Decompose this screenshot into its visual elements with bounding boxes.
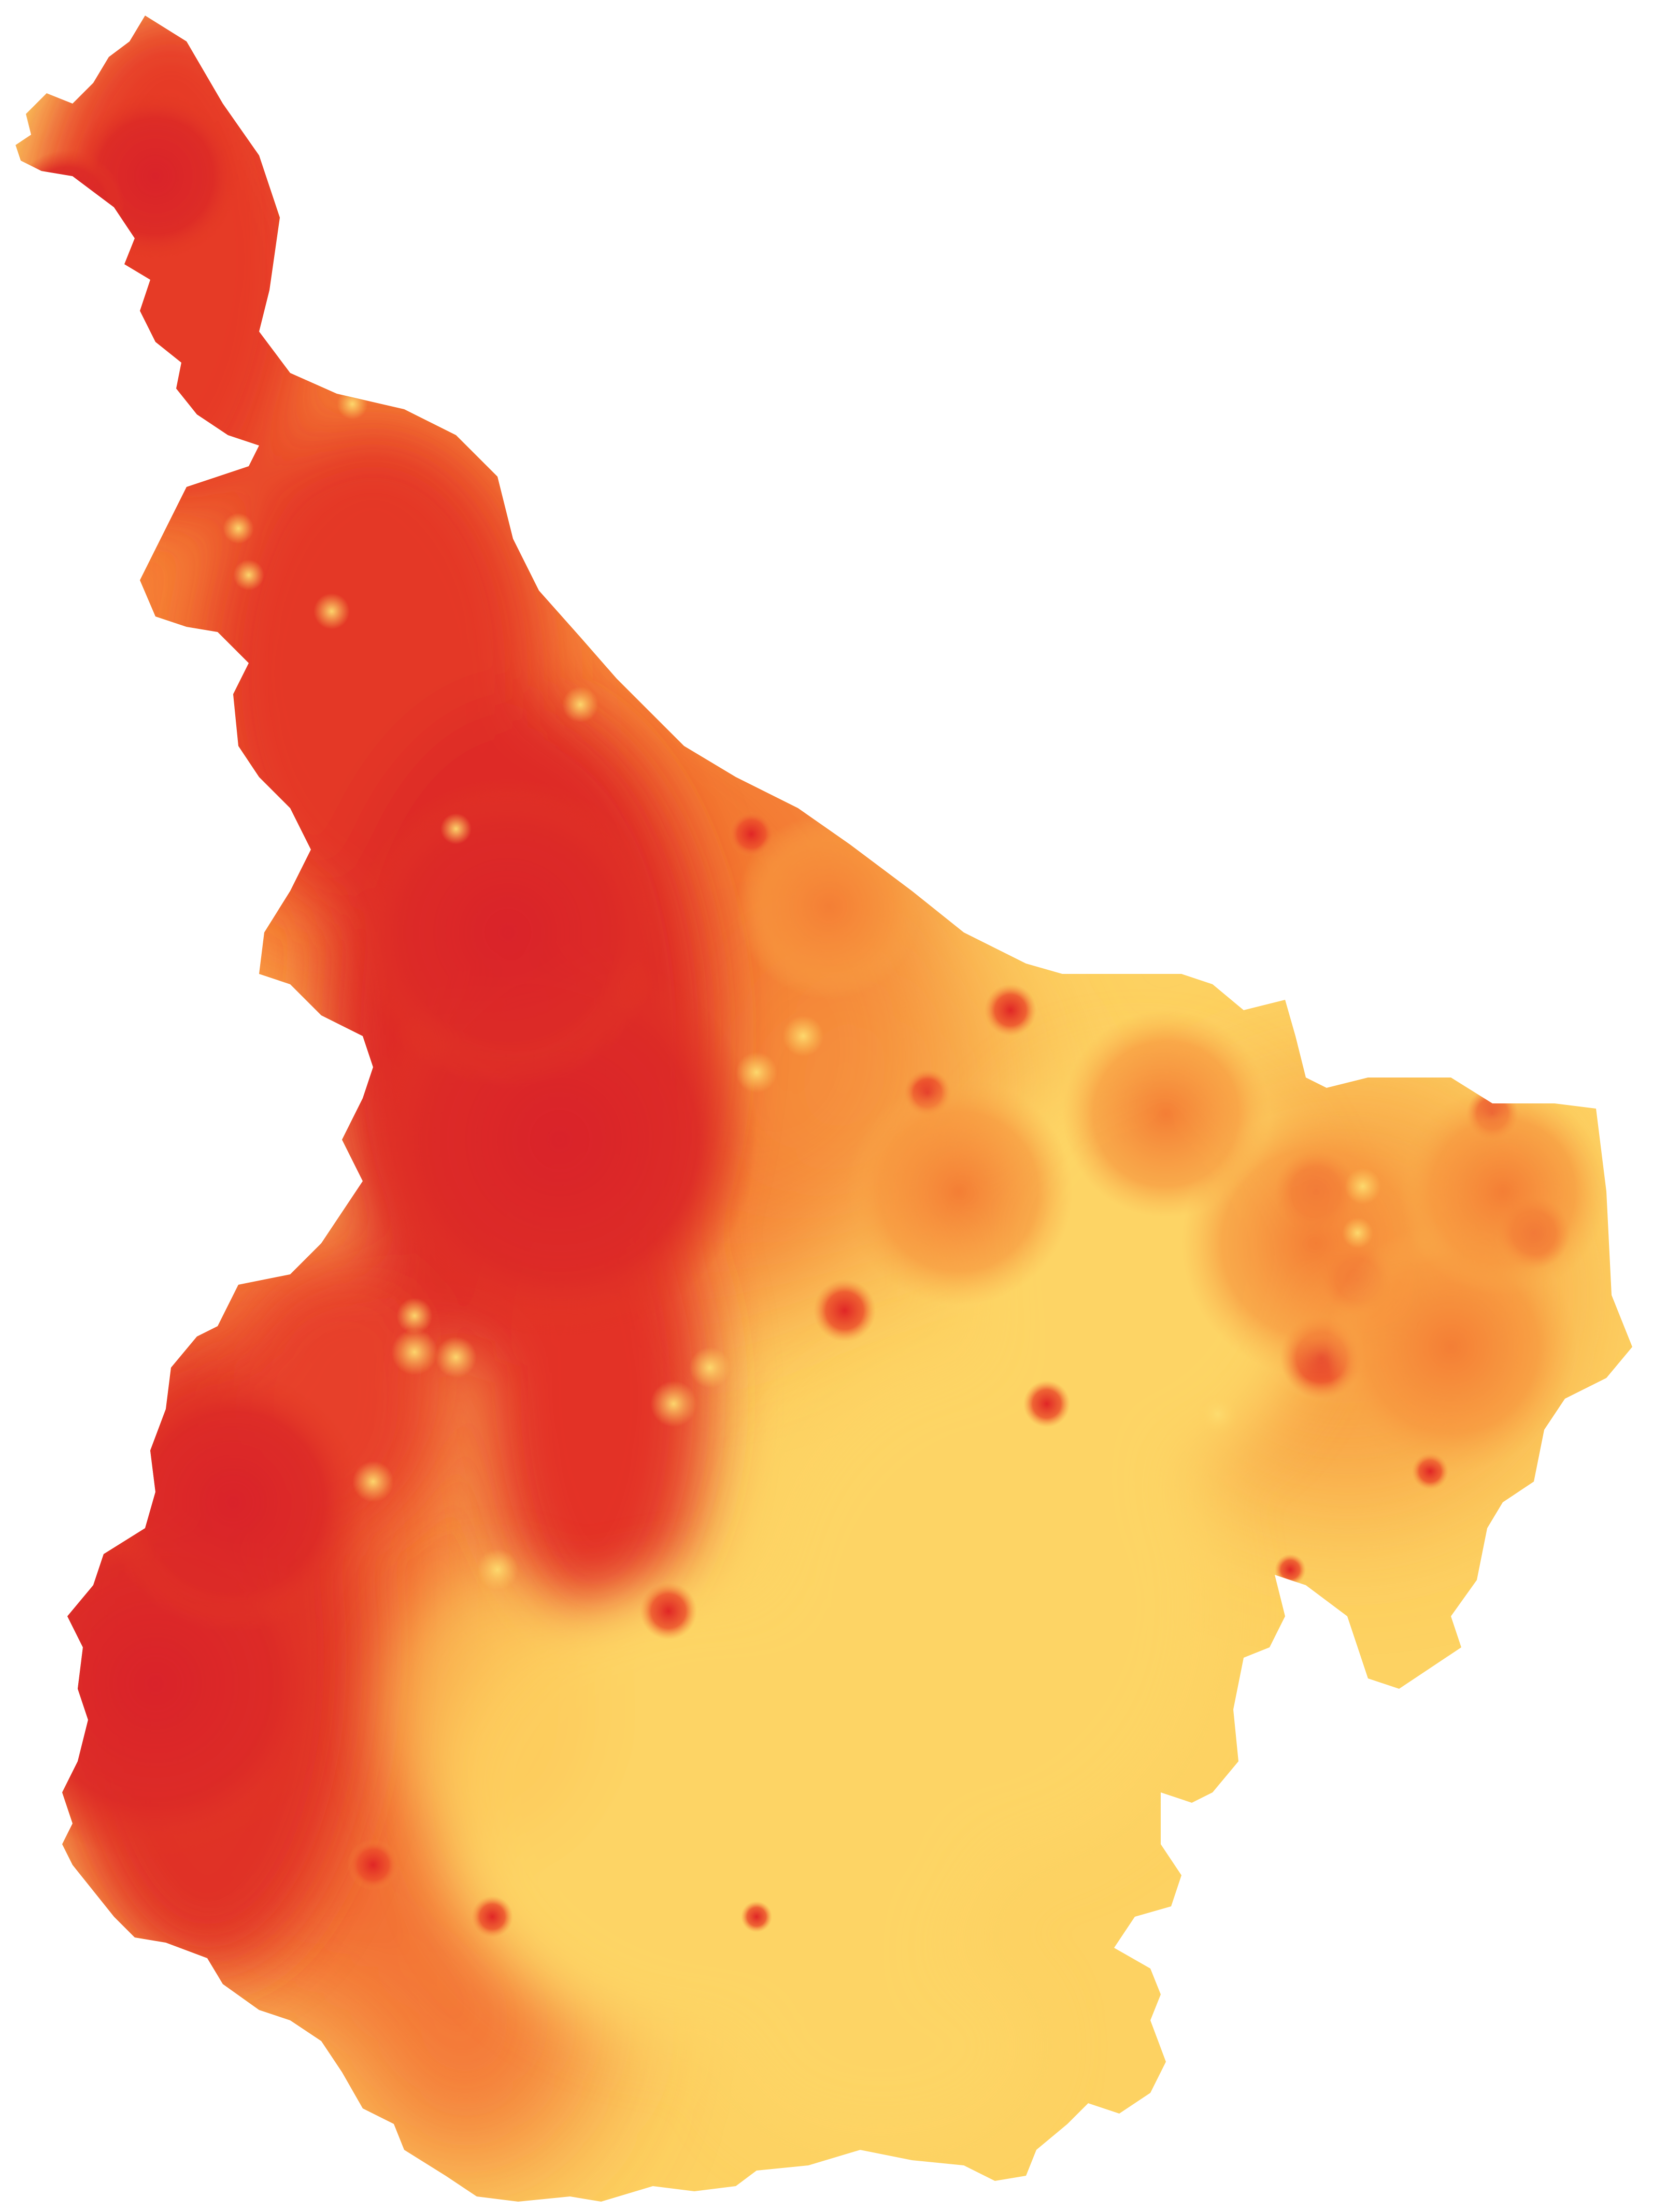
light-speckles xyxy=(223,389,1381,1590)
low-value-zones xyxy=(389,1062,1321,2150)
